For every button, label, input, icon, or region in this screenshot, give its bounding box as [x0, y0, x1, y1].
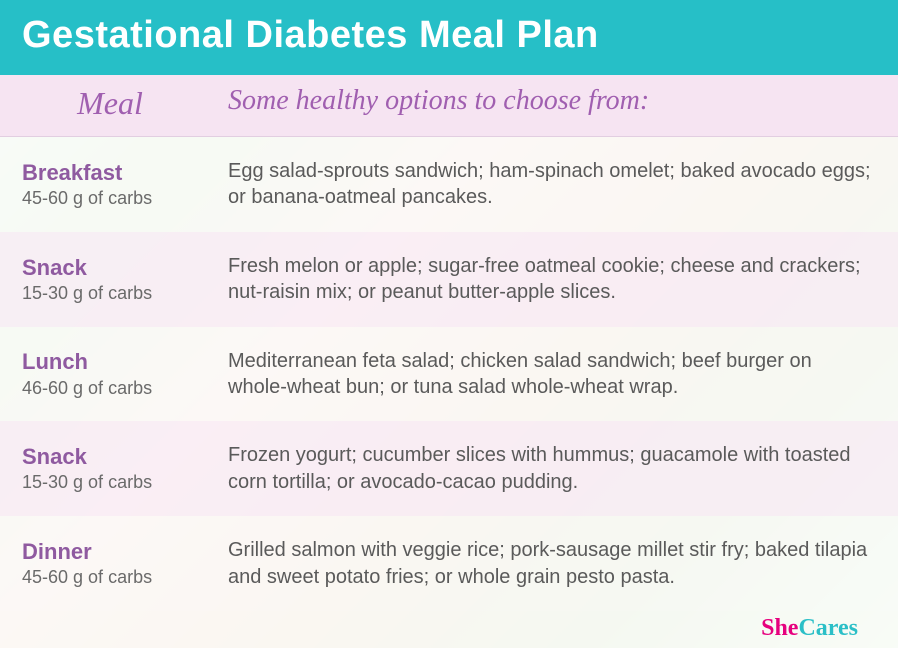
meal-cell: Breakfast45-60 g of carbs: [0, 146, 220, 223]
meal-carbs: 15-30 g of carbs: [22, 472, 210, 493]
table-row: Lunch 46-60 g of carbs Mediterranean feta …: [0, 327, 898, 422]
meal-name: Snack: [22, 255, 210, 281]
meal-options: Grilled salmon with veggie rice; pork-sa…: [220, 523, 898, 604]
title-bar: Gestational Diabetes Meal Plan: [0, 0, 898, 75]
meal-cell: Snack15-30 g of carbs: [0, 430, 220, 507]
header-meal-label: Meal: [0, 75, 220, 136]
meal-options: Mediterranean feta salad; chicken salad …: [220, 334, 898, 415]
meal-carbs: 46-60 g of carbs: [22, 378, 210, 399]
meal-name: Lunch: [22, 349, 210, 375]
meal-carbs: 45-60 g of carbs: [22, 567, 210, 588]
meal-plan-infographic: Gestational Diabetes Meal Plan Meal Some…: [0, 0, 898, 648]
meal-carbs: 15-30 g of carbs: [22, 283, 210, 304]
brand-part1: She: [761, 615, 798, 641]
brand-part2: Cares: [798, 615, 858, 641]
table-row: Snack15-30 g of carbsFresh melon or appl…: [0, 232, 898, 327]
meal-options: Egg salad-sprouts sandwich; ham-spinach …: [220, 144, 898, 225]
meal-cell: Lunch 46-60 g of carbs: [0, 335, 220, 412]
meal-cell: Dinner45-60 g of carbs: [0, 525, 220, 602]
table-header: Meal Some healthy options to choose from…: [0, 75, 898, 137]
meal-options: Fresh melon or apple; sugar-free oatmeal…: [220, 239, 898, 320]
meal-name: Snack: [22, 444, 210, 470]
page-title: Gestational Diabetes Meal Plan: [22, 14, 876, 57]
meal-cell: Snack15-30 g of carbs: [0, 241, 220, 318]
meal-carbs: 45-60 g of carbs: [22, 188, 210, 209]
brand-footer: SheCares: [0, 611, 898, 648]
meal-options: Frozen yogurt; cucumber slices with humm…: [220, 428, 898, 509]
table-row: Breakfast45-60 g of carbsEgg salad-sprou…: [0, 137, 898, 232]
table-row: Snack15-30 g of carbsFrozen yogurt; cucu…: [0, 421, 898, 516]
header-options-label: Some healthy options to choose from:: [220, 75, 898, 136]
meal-name: Dinner: [22, 539, 210, 565]
table-row: Dinner45-60 g of carbsGrilled salmon wit…: [0, 516, 898, 611]
meal-rows-container: Breakfast45-60 g of carbsEgg salad-sprou…: [0, 137, 898, 611]
meal-name: Breakfast: [22, 160, 210, 186]
